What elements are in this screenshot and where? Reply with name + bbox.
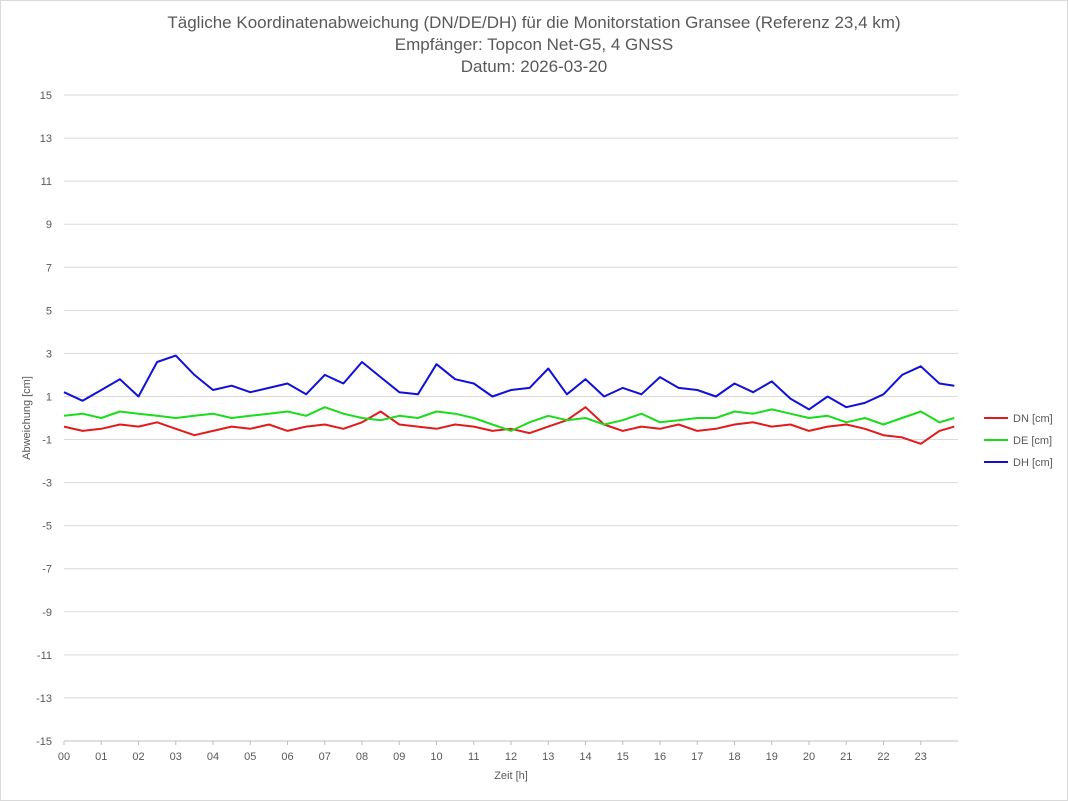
x-tick-label: 10 xyxy=(430,751,442,763)
x-tick-label: 06 xyxy=(281,751,293,763)
x-tick-label: 00 xyxy=(58,751,70,763)
y-tick-label: 7 xyxy=(46,262,52,274)
series-line-dn xyxy=(63,406,955,445)
series-line-de xyxy=(63,406,955,432)
x-tick-label: 23 xyxy=(915,751,927,763)
x-axis-ticks: 00 01 02 03 04 05 06 07 08 09 10 11 12 13 14 15 16 17 18 19… xyxy=(58,741,927,763)
y-tick-label: -1 xyxy=(42,435,52,447)
y-tick-label: -3 xyxy=(42,478,52,490)
y-axis-ticks: 15 13 11 9 7 5 3 1 -1 -3 -5 -7 -9 -11 -13 -15 xyxy=(36,90,52,748)
x-tick-label: 01 xyxy=(95,751,107,763)
y-tick-label: -7 xyxy=(42,564,52,576)
y-tick-label: 11 xyxy=(41,176,52,188)
y-tick-label: 9 xyxy=(46,219,52,231)
x-tick-label: 20 xyxy=(803,751,815,763)
y-tick-label: -5 xyxy=(42,521,52,533)
y-tick-label: 15 xyxy=(40,90,52,102)
y-tick-label: -9 xyxy=(42,607,52,619)
x-tick-label: 16 xyxy=(654,751,666,763)
x-tick-label: 19 xyxy=(766,751,778,763)
x-tick-label: 07 xyxy=(319,751,331,763)
series-lines xyxy=(63,354,955,445)
grid-lines xyxy=(64,94,958,742)
x-tick-label: 17 xyxy=(691,751,703,763)
legend-label-dh: DH [cm] xyxy=(1013,457,1053,469)
series-line-dh xyxy=(63,354,955,411)
y-tick-label: -13 xyxy=(36,693,52,705)
y-tick-label: 13 xyxy=(40,133,52,145)
y-tick-label: 3 xyxy=(46,348,52,360)
x-tick-label: 12 xyxy=(505,751,517,763)
y-tick-label: 1 xyxy=(46,391,52,403)
chart-subtitle-receiver: Empfänger: Topcon Net-G5, 4 GNSS xyxy=(394,35,674,54)
x-tick-label: 03 xyxy=(170,751,182,763)
x-tick-label: 13 xyxy=(542,751,554,763)
x-tick-label: 02 xyxy=(132,751,144,763)
y-tick-label: -15 xyxy=(36,736,52,748)
y-axis-label: Abweichung [cm] xyxy=(21,376,33,460)
chart-title: Tägliche Koordinatenabweichung (DN/DE/DH… xyxy=(167,13,901,32)
x-tick-label: 05 xyxy=(244,751,256,763)
x-tick-label: 22 xyxy=(877,751,889,763)
x-tick-label: 08 xyxy=(356,751,368,763)
x-tick-label: 14 xyxy=(579,751,591,763)
x-tick-label: 18 xyxy=(728,751,740,763)
chart-subtitle-date: Datum: 2026-03-20 xyxy=(460,57,608,76)
x-axis-label: Zeit [h] xyxy=(494,770,528,782)
y-tick-label: 5 xyxy=(46,305,52,317)
x-tick-label: 09 xyxy=(393,751,405,763)
x-tick-label: 04 xyxy=(207,751,219,763)
chart-title-block: Tägliche Koordinatenabweichung (DN/DE/DH… xyxy=(0,12,1068,78)
legend-label-dn: DN [cm] xyxy=(1013,413,1053,425)
x-tick-label: 11 xyxy=(468,751,479,763)
x-tick-label: 21 xyxy=(840,751,852,763)
legend: DN [cm] DE [cm] DH [cm] xyxy=(984,413,1053,469)
legend-label-de: DE [cm] xyxy=(1013,435,1052,447)
y-tick-label: -11 xyxy=(37,650,52,662)
x-tick-label: 15 xyxy=(617,751,629,763)
